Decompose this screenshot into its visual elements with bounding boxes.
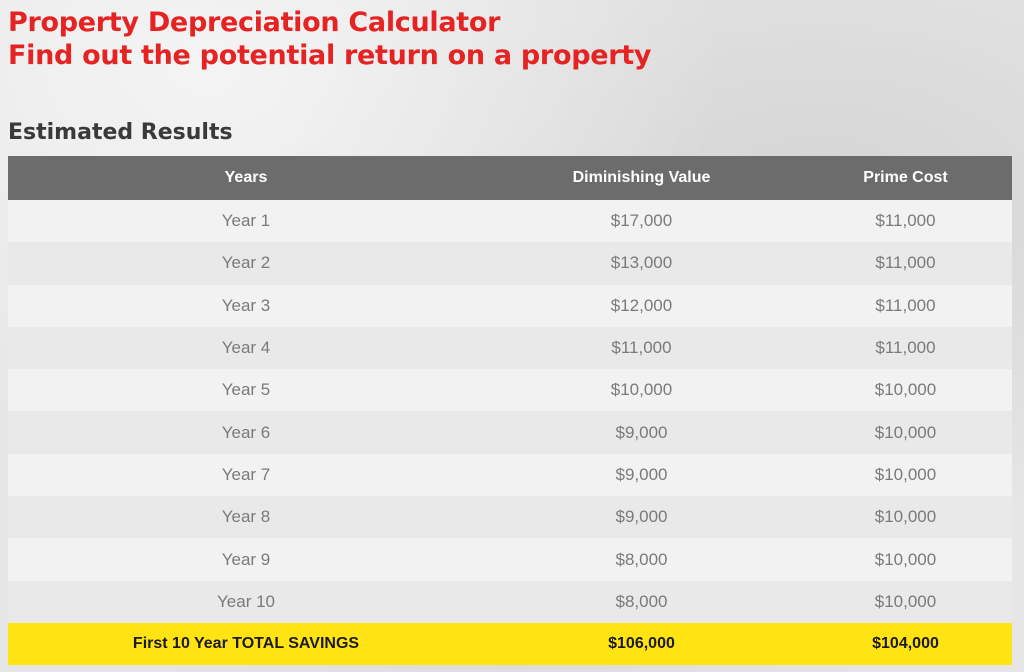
diminishing-value-cell: $12,000	[484, 284, 799, 327]
table-row: Year 10 $8,000 $10,000	[8, 580, 1012, 623]
table-row: Year 5 $10,000 $10,000	[8, 369, 1012, 412]
table-row: Year 1 $17,000 $11,000	[8, 200, 1012, 243]
table-row: Year 9 $8,000 $10,000	[8, 538, 1012, 581]
prime-cost-cell: $11,000	[799, 326, 1012, 370]
year-cell: Year 3	[8, 284, 484, 327]
page-title: Property Depreciation Calculator	[8, 7, 501, 38]
table-row: Year 8 $9,000 $10,000	[8, 496, 1012, 539]
year-cell: Year 10	[8, 580, 484, 623]
diminishing-value-cell: $8,000	[484, 538, 799, 581]
table-row: Year 2 $13,000 $11,000	[8, 242, 1012, 285]
prime-cost-cell: $10,000	[799, 453, 1012, 497]
table-row: Year 3 $12,000 $11,000	[8, 284, 1012, 327]
year-cell: Year 2	[8, 242, 484, 285]
prime-cost-cell: $10,000	[799, 580, 1012, 623]
diminishing-value-cell: $9,000	[484, 453, 799, 497]
diminishing-value-cell: $10,000	[484, 369, 799, 412]
prime-cost-cell: $10,000	[799, 411, 1012, 454]
year-cell: Year 9	[8, 538, 484, 581]
column-header-diminishing-value: Diminishing Value	[484, 156, 799, 200]
year-cell: Year 8	[8, 496, 484, 539]
column-header-years: Years	[8, 156, 484, 200]
page-subtitle: Find out the potential return on a prope…	[8, 40, 652, 71]
table-row: Year 4 $11,000 $11,000	[8, 326, 1012, 370]
total-savings-label: First 10 Year TOTAL SAVINGS	[8, 622, 484, 665]
prime-cost-cell: $10,000	[799, 538, 1012, 581]
prime-cost-cell: $10,000	[799, 369, 1012, 412]
year-cell: Year 6	[8, 411, 484, 454]
total-prime-cost: $104,000	[799, 622, 1012, 665]
diminishing-value-cell: $9,000	[484, 496, 799, 539]
year-cell: Year 4	[8, 326, 484, 370]
year-cell: Year 7	[8, 453, 484, 497]
diminishing-value-cell: $11,000	[484, 326, 799, 370]
diminishing-value-cell: $9,000	[484, 411, 799, 454]
prime-cost-cell: $11,000	[799, 284, 1012, 327]
table-row: Year 6 $9,000 $10,000	[8, 411, 1012, 454]
total-diminishing-value: $106,000	[484, 622, 799, 665]
diminishing-value-cell: $13,000	[484, 242, 799, 285]
diminishing-value-cell: $8,000	[484, 580, 799, 623]
table-header-row: Years Diminishing Value Prime Cost	[8, 156, 1012, 200]
prime-cost-cell: $11,000	[799, 200, 1012, 243]
column-header-prime-cost: Prime Cost	[799, 156, 1012, 200]
diminishing-value-cell: $17,000	[484, 200, 799, 243]
table-row: Year 7 $9,000 $10,000	[8, 453, 1012, 497]
results-heading: Estimated Results	[8, 120, 233, 145]
page-header: Property Depreciation Calculator Find ou…	[8, 6, 651, 72]
total-savings-row: First 10 Year TOTAL SAVINGS $106,000 $10…	[8, 622, 1012, 665]
year-cell: Year 5	[8, 369, 484, 412]
prime-cost-cell: $11,000	[799, 242, 1012, 285]
year-cell: Year 1	[8, 200, 484, 243]
prime-cost-cell: $10,000	[799, 496, 1012, 539]
results-table: Years Diminishing Value Prime Cost Year …	[8, 156, 1012, 665]
